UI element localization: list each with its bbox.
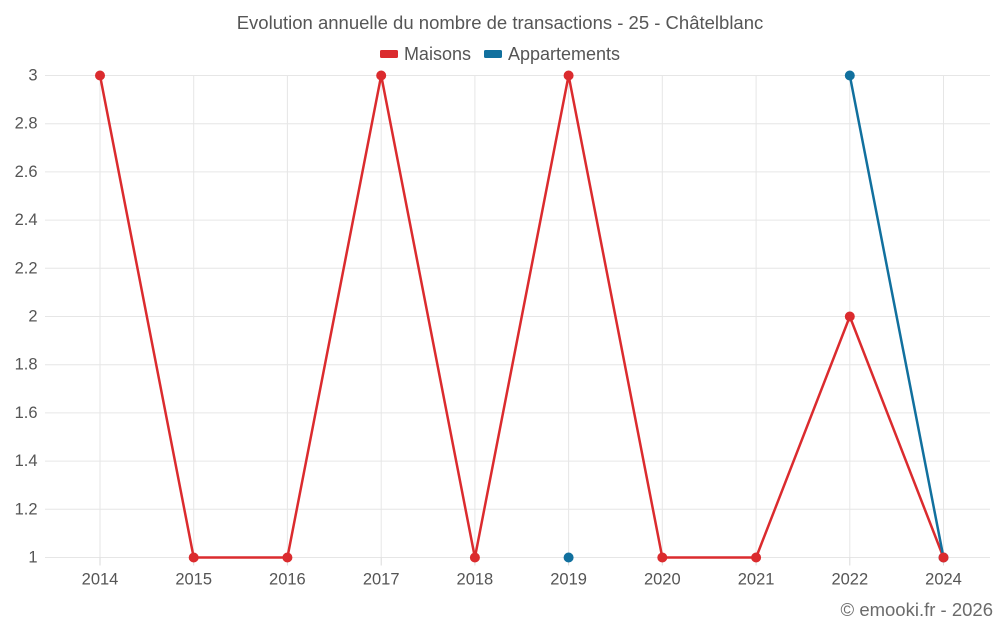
svg-text:1.8: 1.8 bbox=[15, 356, 38, 374]
svg-text:2014: 2014 bbox=[82, 571, 119, 589]
svg-text:2.2: 2.2 bbox=[15, 259, 38, 277]
svg-text:2024: 2024 bbox=[925, 571, 962, 589]
svg-text:1.4: 1.4 bbox=[15, 452, 38, 470]
svg-text:2017: 2017 bbox=[363, 571, 400, 589]
svg-text:2018: 2018 bbox=[457, 571, 494, 589]
svg-text:2020: 2020 bbox=[644, 571, 681, 589]
svg-text:1: 1 bbox=[28, 549, 37, 567]
svg-text:2021: 2021 bbox=[738, 571, 775, 589]
svg-text:1.6: 1.6 bbox=[15, 404, 38, 422]
svg-text:2016: 2016 bbox=[269, 571, 306, 589]
svg-text:2.4: 2.4 bbox=[15, 211, 38, 229]
svg-text:2.6: 2.6 bbox=[15, 163, 38, 181]
svg-text:2.8: 2.8 bbox=[15, 115, 38, 133]
svg-text:2015: 2015 bbox=[175, 571, 212, 589]
svg-text:3: 3 bbox=[28, 67, 37, 85]
svg-text:2: 2 bbox=[28, 308, 37, 326]
svg-text:2019: 2019 bbox=[550, 571, 587, 589]
svg-text:2022: 2022 bbox=[831, 571, 868, 589]
svg-text:1.2: 1.2 bbox=[15, 500, 38, 518]
